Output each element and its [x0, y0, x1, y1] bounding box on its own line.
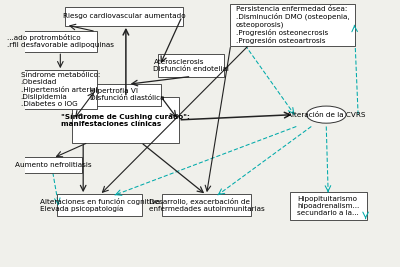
Text: Síndrome metabólico:
.Obesidad
.Hipertensión arterial
.Dislipidemia
.Diabetes o : Síndrome metabólico: .Obesidad .Hiperten… [21, 72, 100, 107]
Text: Riesgo cardiovascular aumentado: Riesgo cardiovascular aumentado [63, 13, 185, 19]
Text: Alteración de la CVRS: Alteración de la CVRS [287, 112, 366, 118]
FancyBboxPatch shape [290, 192, 367, 220]
FancyBboxPatch shape [57, 194, 142, 216]
Text: Aterosclerosis
Disfunción endotelial: Aterosclerosis Disfunción endotelial [154, 59, 229, 72]
FancyBboxPatch shape [230, 4, 356, 45]
Text: ...ado protrombótico
.rfil desfavorable adipoquinas: ...ado protrombótico .rfil desfavorable … [7, 34, 114, 48]
Text: Hipertrofia VI
Disfunción diastólica: Hipertrofia VI Disfunción diastólica [90, 88, 165, 101]
FancyBboxPatch shape [158, 54, 224, 77]
FancyBboxPatch shape [24, 157, 82, 174]
FancyBboxPatch shape [65, 7, 183, 26]
Text: "Síndrome de Cushing curado":
manifestaciones clínicas: "Síndrome de Cushing curado": manifestac… [62, 113, 190, 127]
Text: Hipopituitarismo
hipoadrenalism...
secundario a la...: Hipopituitarismo hipoadrenalism... secun… [297, 196, 359, 216]
FancyBboxPatch shape [24, 70, 97, 109]
Text: Persistencia enfermedad ósea:
.Disminución DMO (osteopenia,
osteoporosis)
.Progr: Persistencia enfermedad ósea: .Disminuci… [236, 6, 349, 44]
FancyBboxPatch shape [24, 31, 97, 52]
FancyBboxPatch shape [162, 194, 251, 216]
Ellipse shape [306, 106, 346, 123]
Text: Desarrollo, exacerbación de
enfermedades autoinmunitarias: Desarrollo, exacerbación de enfermedades… [148, 198, 264, 212]
Text: Alteraciones en función cognitiva
Elevada psicopatología: Alteraciones en función cognitiva Elevad… [40, 198, 160, 212]
Text: Aumento nefrolitiasis: Aumento nefrolitiasis [14, 162, 91, 168]
FancyBboxPatch shape [95, 84, 161, 106]
FancyBboxPatch shape [72, 97, 180, 143]
